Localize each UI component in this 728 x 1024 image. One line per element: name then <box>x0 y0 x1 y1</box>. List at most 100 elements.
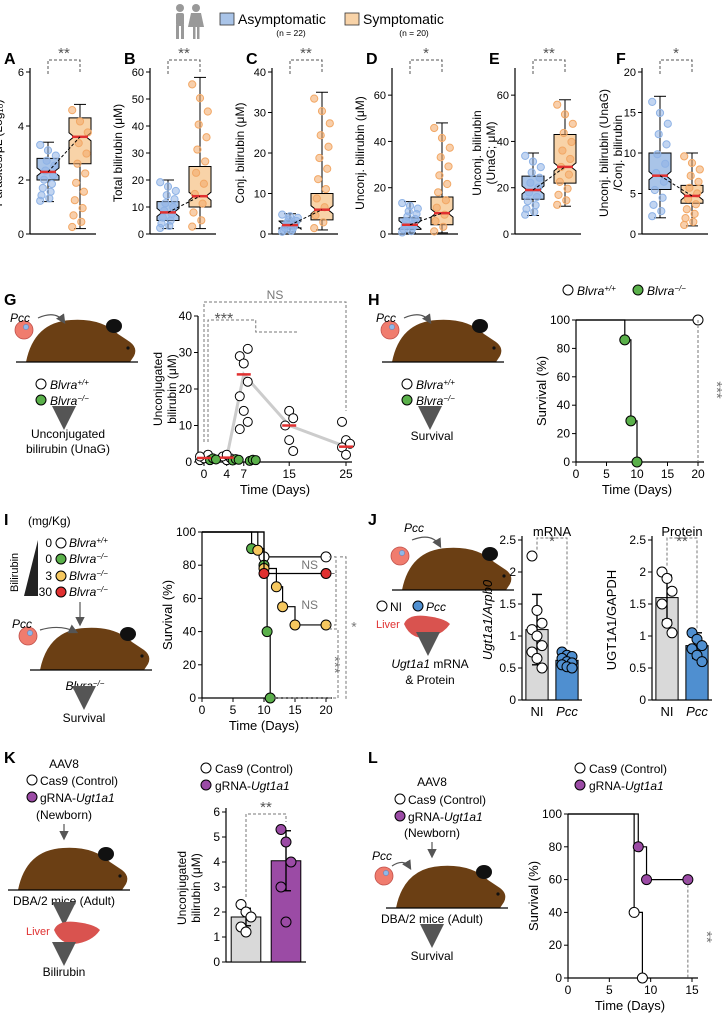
y-tick-label: 20 <box>557 427 571 441</box>
survival-point <box>289 619 301 631</box>
bar-title: mRNA <box>533 524 572 539</box>
l-legend: Cas9 (Control) gRNA-Ugt1a1 <box>574 762 667 793</box>
mouse-illustration <box>29 626 153 671</box>
panel-letter: F <box>616 51 626 68</box>
data-point <box>47 179 57 189</box>
x-tick-label: 15 <box>661 467 675 481</box>
sig-label: NS <box>301 598 318 612</box>
data-point <box>567 137 576 147</box>
y-tick-label: 40 <box>132 121 144 133</box>
i-mouse-label: Blvra−/− <box>66 679 105 694</box>
data-point <box>203 107 212 116</box>
data-point <box>51 151 60 160</box>
data-point <box>686 171 695 180</box>
y-axis-label: Parasites/μL (Log₁₀) <box>0 100 5 207</box>
x-tick-label: 20 <box>319 703 333 717</box>
data-point <box>38 183 47 193</box>
data-point <box>690 209 699 218</box>
ko-point <box>233 454 244 465</box>
sig-label-ns: NS <box>267 288 284 302</box>
sig-bracket <box>659 59 693 74</box>
data-point <box>195 94 205 103</box>
survival-point <box>320 568 332 579</box>
h-legend: Blvra+/+ Blvra−/− <box>562 284 686 298</box>
y-tick-label: 0 <box>213 955 220 969</box>
panel-letter: A <box>4 51 16 68</box>
data-point <box>40 175 49 184</box>
x-tick-label: 25 <box>339 467 353 481</box>
data-point <box>536 662 548 674</box>
data-point <box>317 107 327 116</box>
data-point <box>531 652 543 664</box>
data-point <box>311 211 320 220</box>
svg-text:Cas9 (Control): Cas9 (Control) <box>215 762 293 776</box>
panel-D: D 0 20 40 60 Unconj. bilirubin (μM) * <box>353 45 458 241</box>
data-point <box>661 159 670 168</box>
data-point <box>523 197 532 206</box>
sig-bracket <box>289 59 323 74</box>
median-connector <box>47 136 81 173</box>
chart-J: 0 0.5 1 1.5 2 2.5 NI Pcc mRNA Ugt1a1/Arpb0 * <box>480 524 582 719</box>
wt-point <box>242 416 253 427</box>
y-tick-label: 5 <box>630 189 636 201</box>
panel-letter-G: G <box>4 292 16 309</box>
data-point <box>554 190 563 199</box>
data-point <box>170 195 179 204</box>
x-axis-label: Time (Days) <box>595 998 665 1013</box>
y-tick-label: 1 <box>213 930 220 944</box>
data-point <box>527 168 536 177</box>
data-point <box>522 204 531 213</box>
x-tick-label: 0 <box>201 467 208 481</box>
sig-label: *** <box>215 311 234 328</box>
data-point <box>202 133 211 142</box>
asymptomatic-swatch <box>219 12 235 26</box>
y-tick-label: 40 <box>557 398 571 412</box>
data-point <box>649 200 658 209</box>
wt-point <box>195 451 205 462</box>
l-newborn: (Newborn) <box>404 826 460 840</box>
data-point <box>648 97 657 107</box>
y-tick-label: 30 <box>179 346 193 360</box>
i-units: (mg/Kg) <box>28 514 71 528</box>
data-point <box>81 169 90 178</box>
data-point <box>444 162 453 171</box>
k-liver-label: Liver <box>26 926 50 938</box>
data-point <box>158 213 167 222</box>
x-tick-label: NI <box>531 704 544 719</box>
data-point <box>526 550 538 562</box>
survival-point <box>270 581 282 593</box>
data-point <box>285 856 297 868</box>
y-tick-label: 0 <box>260 229 266 241</box>
svg-text:gRNA-Ugt1a1: gRNA-Ugt1a1 <box>215 779 290 793</box>
data-point <box>324 142 333 151</box>
x-axis-label: Time (Days) <box>602 482 672 497</box>
y-tick-label: 1.5 <box>629 597 646 611</box>
data-point <box>441 196 450 205</box>
data-point <box>666 585 678 597</box>
panel-letter: E <box>489 51 500 68</box>
data-point <box>162 191 171 200</box>
y-tick-label: 2 <box>509 565 516 579</box>
top-legend: Asymptomatic (n = 22) Symptomatic (n = 2… <box>176 4 444 39</box>
y-tick-label: 20 <box>374 183 386 195</box>
x-tick-label: 0 <box>199 703 206 717</box>
svg-text:0: 0 <box>45 536 52 550</box>
data-point <box>77 217 86 226</box>
x-tick-label: 5 <box>603 467 610 481</box>
y-tick-label: 60 <box>183 591 197 605</box>
data-point <box>526 178 535 187</box>
data-point <box>531 630 543 642</box>
data-point <box>37 191 46 200</box>
svg-text:30: 30 <box>39 585 53 599</box>
y-axis-label: Unconjugated <box>175 851 189 925</box>
data-point <box>653 150 662 159</box>
y-tick-label: 2 <box>639 565 646 579</box>
sig-label: * <box>673 45 679 62</box>
y-tick-label: 60 <box>557 370 571 384</box>
y-tick-label: 10 <box>254 189 266 201</box>
sig-label: *** <box>708 381 725 399</box>
x-tick-label: 7 <box>240 467 247 481</box>
data-point <box>663 119 672 128</box>
l-dba: DBA/2 mice (Adult) <box>381 912 483 926</box>
sig-bracket <box>47 59 81 74</box>
